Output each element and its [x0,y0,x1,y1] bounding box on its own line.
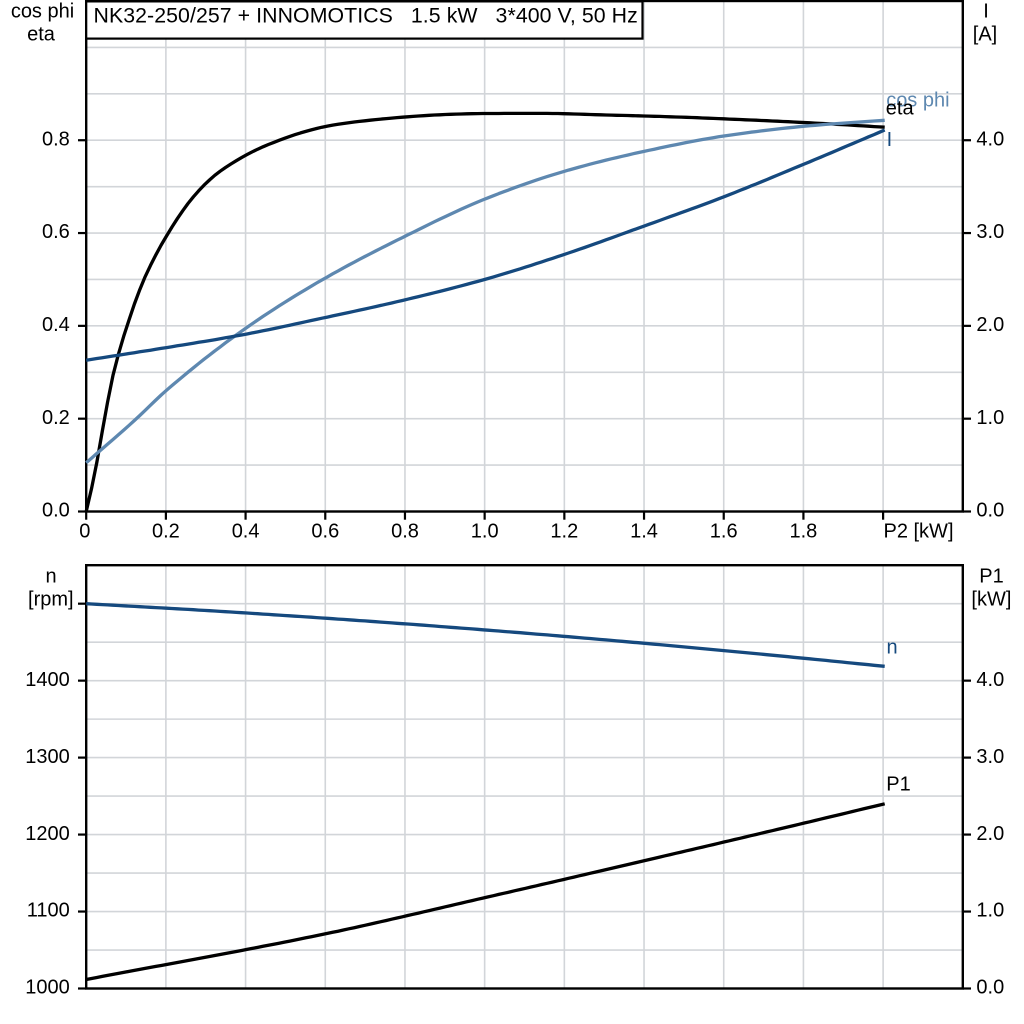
svg-text:eta: eta [27,24,56,46]
svg-text:4.0: 4.0 [976,669,1004,691]
svg-text:1.0: 1.0 [471,520,499,542]
svg-text:1400: 1400 [25,669,70,691]
svg-text:1.6: 1.6 [710,520,738,542]
svg-text:0.0: 0.0 [976,500,1004,522]
svg-text:I: I [983,1,989,23]
svg-text:[rpm]: [rpm] [28,588,74,610]
svg-text:0.0: 0.0 [976,977,1004,999]
svg-text:0.4: 0.4 [42,314,70,336]
svg-text:1200: 1200 [25,823,70,845]
svg-text:2.0: 2.0 [976,314,1004,336]
svg-text:P1: P1 [979,565,1003,587]
svg-text:4.0: 4.0 [976,128,1004,150]
svg-text:P1: P1 [886,773,910,795]
svg-text:0.0: 0.0 [42,500,70,522]
svg-text:P2 [kW]: P2 [kW] [883,520,953,542]
svg-text:eta: eta [886,97,915,119]
svg-text:3.0: 3.0 [976,746,1004,768]
svg-text:0.2: 0.2 [42,407,70,429]
svg-text:[kW]: [kW] [971,588,1011,610]
svg-text:[A]: [A] [973,24,997,46]
svg-text:n: n [45,566,56,588]
svg-text:cos phi: cos phi [11,0,74,22]
svg-text:3.0: 3.0 [976,221,1004,243]
svg-text:1000: 1000 [25,977,70,999]
svg-text:1.4: 1.4 [630,520,658,542]
svg-text:0.8: 0.8 [391,520,419,542]
svg-text:n: n [887,636,898,658]
svg-text:NK32-250/257 + INNOMOTICS 1.: NK32-250/257 + INNOMOTICS 1.5 kW 3*400 V… [94,3,638,27]
svg-text:I: I [887,129,893,151]
svg-text:0.6: 0.6 [42,221,70,243]
svg-text:cos phi: cos phi [886,90,949,112]
svg-text:1300: 1300 [25,746,70,768]
svg-text:0.8: 0.8 [42,128,70,150]
svg-text:1100: 1100 [27,900,70,922]
svg-text:0.2: 0.2 [152,520,180,542]
svg-text:1.2: 1.2 [550,520,578,542]
svg-text:2.0: 2.0 [976,823,1004,845]
svg-text:1.0: 1.0 [976,407,1004,429]
svg-text:0.6: 0.6 [311,520,339,542]
svg-text:0: 0 [79,520,90,542]
svg-text:1.0: 1.0 [976,900,1004,922]
svg-text:1.8: 1.8 [789,520,817,542]
svg-text:0.4: 0.4 [232,520,260,542]
